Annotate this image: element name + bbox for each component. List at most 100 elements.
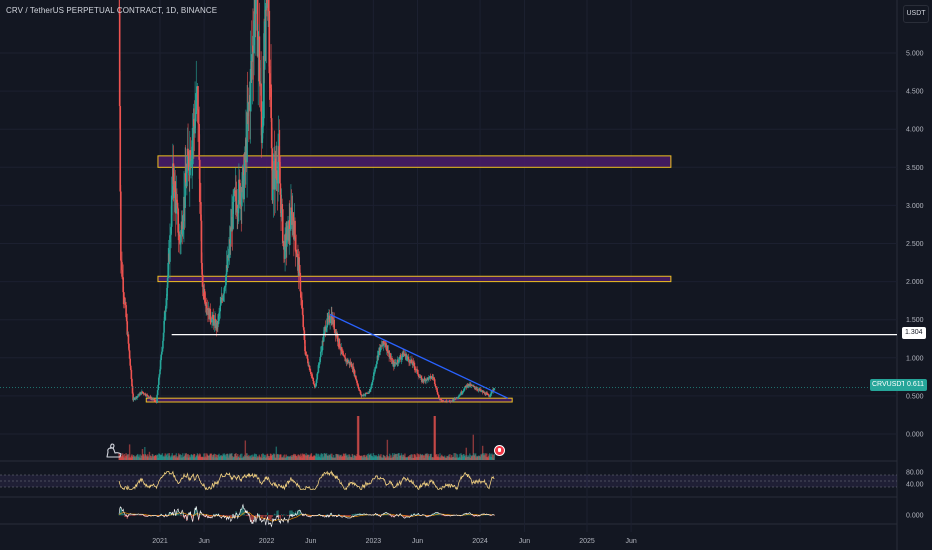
macd-histogram-bar (291, 510, 293, 516)
candle-body (395, 363, 398, 365)
candle-body (279, 161, 281, 184)
candle-body (289, 228, 292, 230)
candle-body (308, 365, 311, 371)
candle-body (302, 314, 305, 328)
candle-body (384, 344, 387, 346)
candle-body (388, 350, 390, 357)
volume-bar (253, 453, 256, 460)
volume-group (118, 416, 496, 460)
candle-body (165, 305, 167, 312)
macd-histogram-bar (202, 515, 204, 516)
x-tick-label: 2025 (579, 538, 595, 545)
candle-body (462, 391, 465, 392)
candle-body (169, 234, 172, 236)
candle-body (422, 379, 424, 381)
y-tick-label: 2.500 (906, 241, 924, 248)
macd-histogram-bar (230, 515, 232, 519)
candle-body (466, 384, 469, 387)
volume-bar (453, 453, 455, 460)
candle-body (141, 391, 143, 394)
macd-histogram-bar (182, 515, 184, 518)
flag-marker-icon[interactable] (494, 445, 505, 456)
candle-body (241, 172, 244, 193)
candle-body (374, 367, 376, 372)
candle-body (408, 359, 410, 363)
candle-body (183, 196, 185, 222)
candle-body (340, 347, 343, 352)
candle-body (460, 391, 463, 394)
candle-body (288, 220, 291, 229)
macd-histogram-bar (393, 515, 395, 518)
candle-body (321, 350, 323, 351)
macd-histogram-bar (120, 509, 123, 516)
candle-body (190, 158, 193, 161)
candle-body (187, 148, 189, 156)
candle-body (485, 393, 487, 396)
candle-body (461, 391, 464, 393)
candle-body (403, 353, 406, 355)
candle-body (159, 369, 161, 375)
candle-body (401, 356, 403, 358)
volume-bar (321, 453, 324, 460)
volume-bar (410, 454, 413, 460)
candle-body (210, 318, 212, 321)
candle-body (187, 155, 190, 171)
macd-histogram-bar (248, 515, 250, 517)
macd-histogram-bar (209, 515, 211, 518)
volume-bar (315, 453, 318, 460)
candle-body (325, 327, 328, 331)
macd-histogram-bar (130, 515, 132, 516)
candle-body (493, 388, 496, 391)
candle-body (186, 148, 189, 168)
macd-histogram-bar (208, 515, 210, 518)
candle-body (167, 262, 169, 278)
macd-histogram-bar (441, 515, 443, 516)
candle-body (315, 379, 318, 383)
x-tick-label: Jun (625, 538, 636, 545)
macd-histogram-bar (167, 514, 169, 516)
currency-button[interactable]: USDT (903, 5, 929, 23)
volume-bar (283, 454, 286, 460)
candle-body (411, 359, 413, 364)
macd-histogram-bar (176, 510, 179, 516)
macd-histogram-bar (352, 513, 354, 516)
candle-body (473, 386, 476, 388)
candle-body (142, 392, 145, 394)
macd-histogram-bar (262, 515, 264, 519)
macd-histogram-bar (463, 513, 465, 516)
candle-body (238, 179, 240, 209)
volume-bar (493, 453, 496, 460)
macd-histogram-bar (251, 515, 253, 523)
volume-bar (179, 454, 182, 460)
candle-body (127, 334, 130, 344)
candle-body (459, 394, 462, 396)
y-tick-label: 5.000 (906, 51, 924, 58)
candle-body (209, 308, 212, 319)
macd-histogram-bar (275, 514, 277, 516)
candle-body (174, 181, 176, 193)
candle-body (205, 305, 208, 309)
candle-body (249, 68, 252, 112)
macd-histogram-bar (328, 515, 331, 516)
candle-body (278, 146, 281, 162)
volume-bar (396, 453, 398, 460)
candle-body (227, 255, 229, 269)
candle-body (177, 232, 180, 236)
candle-body (228, 248, 230, 259)
volume-bar (319, 454, 321, 460)
macd-histogram-bar (287, 515, 290, 516)
candle-body (163, 311, 166, 322)
candle-body (437, 394, 440, 396)
volume-bar (180, 455, 183, 460)
candle-body (453, 399, 455, 401)
candle-body (311, 376, 314, 379)
macd-histogram-bar (346, 515, 348, 517)
candle-body (358, 389, 361, 391)
candle-body (400, 357, 403, 360)
macd-histogram-bar (212, 515, 214, 516)
candle-body (264, 9, 267, 22)
candle-body (310, 371, 312, 375)
candle-body (431, 376, 434, 378)
candle-body (175, 199, 178, 214)
